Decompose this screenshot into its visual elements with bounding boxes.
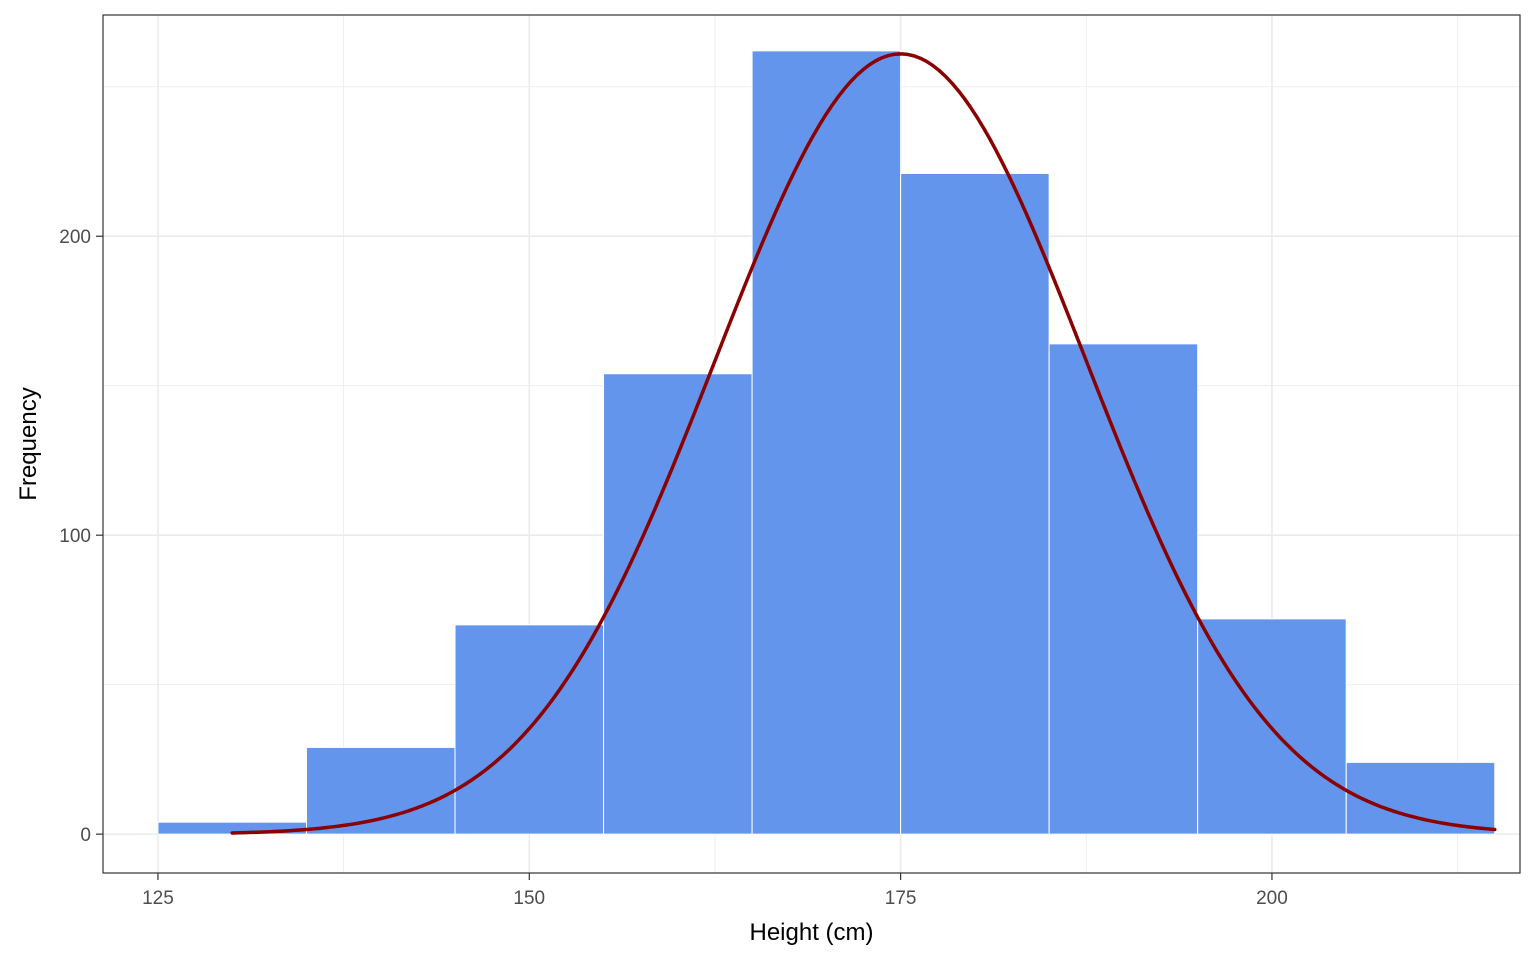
histogram-bar-7	[1048, 343, 1199, 835]
histogram-bar-4	[603, 373, 753, 835]
x-tick-label: 125	[142, 888, 174, 909]
normal-density-curve	[230, 52, 1497, 835]
histogram-bar-9	[1345, 761, 1496, 835]
x-axis-ticks: 125 150 175 200	[142, 873, 1288, 909]
panel-border	[102, 14, 1521, 874]
x-tick-label: 200	[1256, 888, 1288, 909]
y-tick-label: 100	[59, 526, 91, 547]
histogram-bar-6	[900, 172, 1050, 835]
histogram-bar-2	[305, 746, 456, 835]
x-axis-title: Height (cm)	[749, 919, 873, 946]
y-tick-label: 0	[80, 825, 91, 846]
x-tick-label: 175	[885, 888, 917, 909]
y-axis-title: Frequency	[15, 387, 42, 500]
x-tick-label: 150	[513, 888, 545, 909]
histogram-bar-5	[751, 50, 902, 835]
y-tick-label: 200	[59, 227, 91, 248]
y-axis-ticks: 0 100 200	[59, 227, 103, 846]
